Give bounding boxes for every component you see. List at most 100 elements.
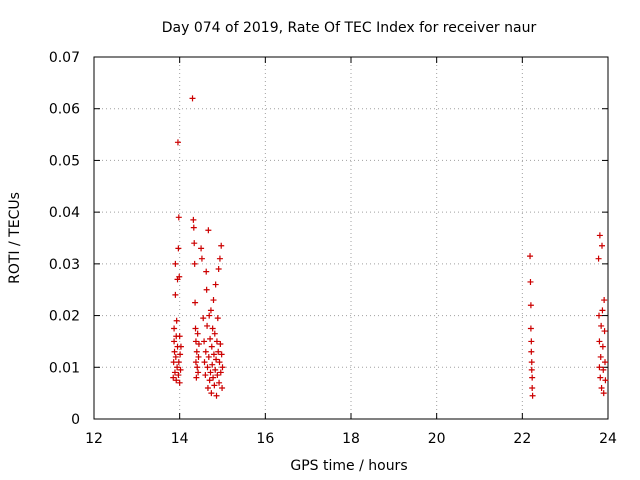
data-point [206,377,213,384]
data-point [207,369,214,376]
data-point [528,348,535,355]
data-point [216,255,223,262]
data-point [597,353,604,360]
y-tick-label: 0.06 [49,102,80,118]
data-point [600,390,607,397]
data-point [598,322,605,329]
data-point [601,328,608,335]
data-point [213,356,220,363]
data-point [174,364,181,371]
data-point [204,364,211,371]
data-point [527,278,534,285]
data-point [198,255,205,262]
data-point [192,299,199,306]
data-point [207,307,214,314]
data-point [596,232,603,239]
data-point [599,242,606,249]
data-point [598,384,605,391]
data-point [192,325,199,332]
data-point [209,325,216,332]
data-point [217,369,224,376]
chart-title: Day 074 of 2019, Rate Of TEC Index for r… [162,20,537,36]
data-point [528,338,535,345]
data-point [172,353,179,360]
data-point [175,214,182,221]
data-point [171,348,178,355]
data-point [205,353,212,360]
data-point [596,338,603,345]
data-point [193,374,200,381]
data-point [600,366,607,373]
data-point [192,359,199,366]
data-point [195,369,202,376]
data-point [195,353,202,360]
data-point [204,384,211,391]
data-point [177,351,184,358]
data-point [177,366,184,373]
data-point [212,281,219,288]
data-point [204,322,211,329]
data-point [203,286,210,293]
x-tick-label: 12 [85,431,103,447]
data-point [170,359,177,366]
x-tick-label: 20 [428,431,446,447]
data-point [176,379,183,386]
data-point [175,359,182,366]
data-point [529,384,536,391]
data-point [172,260,179,267]
data-point [201,359,208,366]
data-point [210,374,217,381]
y-axis-label: ROTI / TECUs [7,192,23,284]
data-point [211,382,218,389]
data-point [177,343,184,350]
data-point [602,377,609,384]
y-tick-label: 0.07 [49,50,80,66]
x-tick-label: 18 [342,431,360,447]
data-point [527,325,534,332]
data-point [215,266,222,273]
data-point [209,361,216,368]
data-point [215,348,222,355]
y-tick-label: 0.04 [49,205,80,221]
data-point [216,379,223,386]
data-point [528,359,535,366]
data-point [173,377,180,384]
data-point [210,351,217,358]
data-point [176,273,183,280]
data-point [216,359,223,366]
data-point [198,245,205,252]
data-point [218,351,225,358]
y-tick-label: 0.05 [49,153,80,169]
data-points [170,95,609,399]
y-tick-label: 0.02 [49,309,80,325]
data-point [529,392,536,399]
data-point [175,245,182,252]
x-tick-labels: 12 14 16 18 20 22 24 [85,431,617,447]
data-point [193,348,200,355]
data-point [190,224,197,231]
data-point [173,317,180,324]
data-point [175,372,182,379]
data-point [176,333,183,340]
data-point [214,372,221,379]
data-point [200,315,207,322]
data-point [207,335,214,342]
data-point [190,216,197,223]
data-point [191,240,198,247]
data-point [194,364,201,371]
x-axis-label: GPS time / hours [290,458,407,474]
data-point [212,366,219,373]
data-point [529,374,536,381]
data-point [171,338,178,345]
axis-ticks [93,56,609,420]
data-point [601,297,608,304]
data-point [203,268,210,275]
data-point [210,297,217,304]
data-point [602,359,609,366]
data-point [599,307,606,314]
data-point [599,343,606,350]
data-point [172,291,179,298]
data-point [527,253,534,260]
data-point [213,392,220,399]
